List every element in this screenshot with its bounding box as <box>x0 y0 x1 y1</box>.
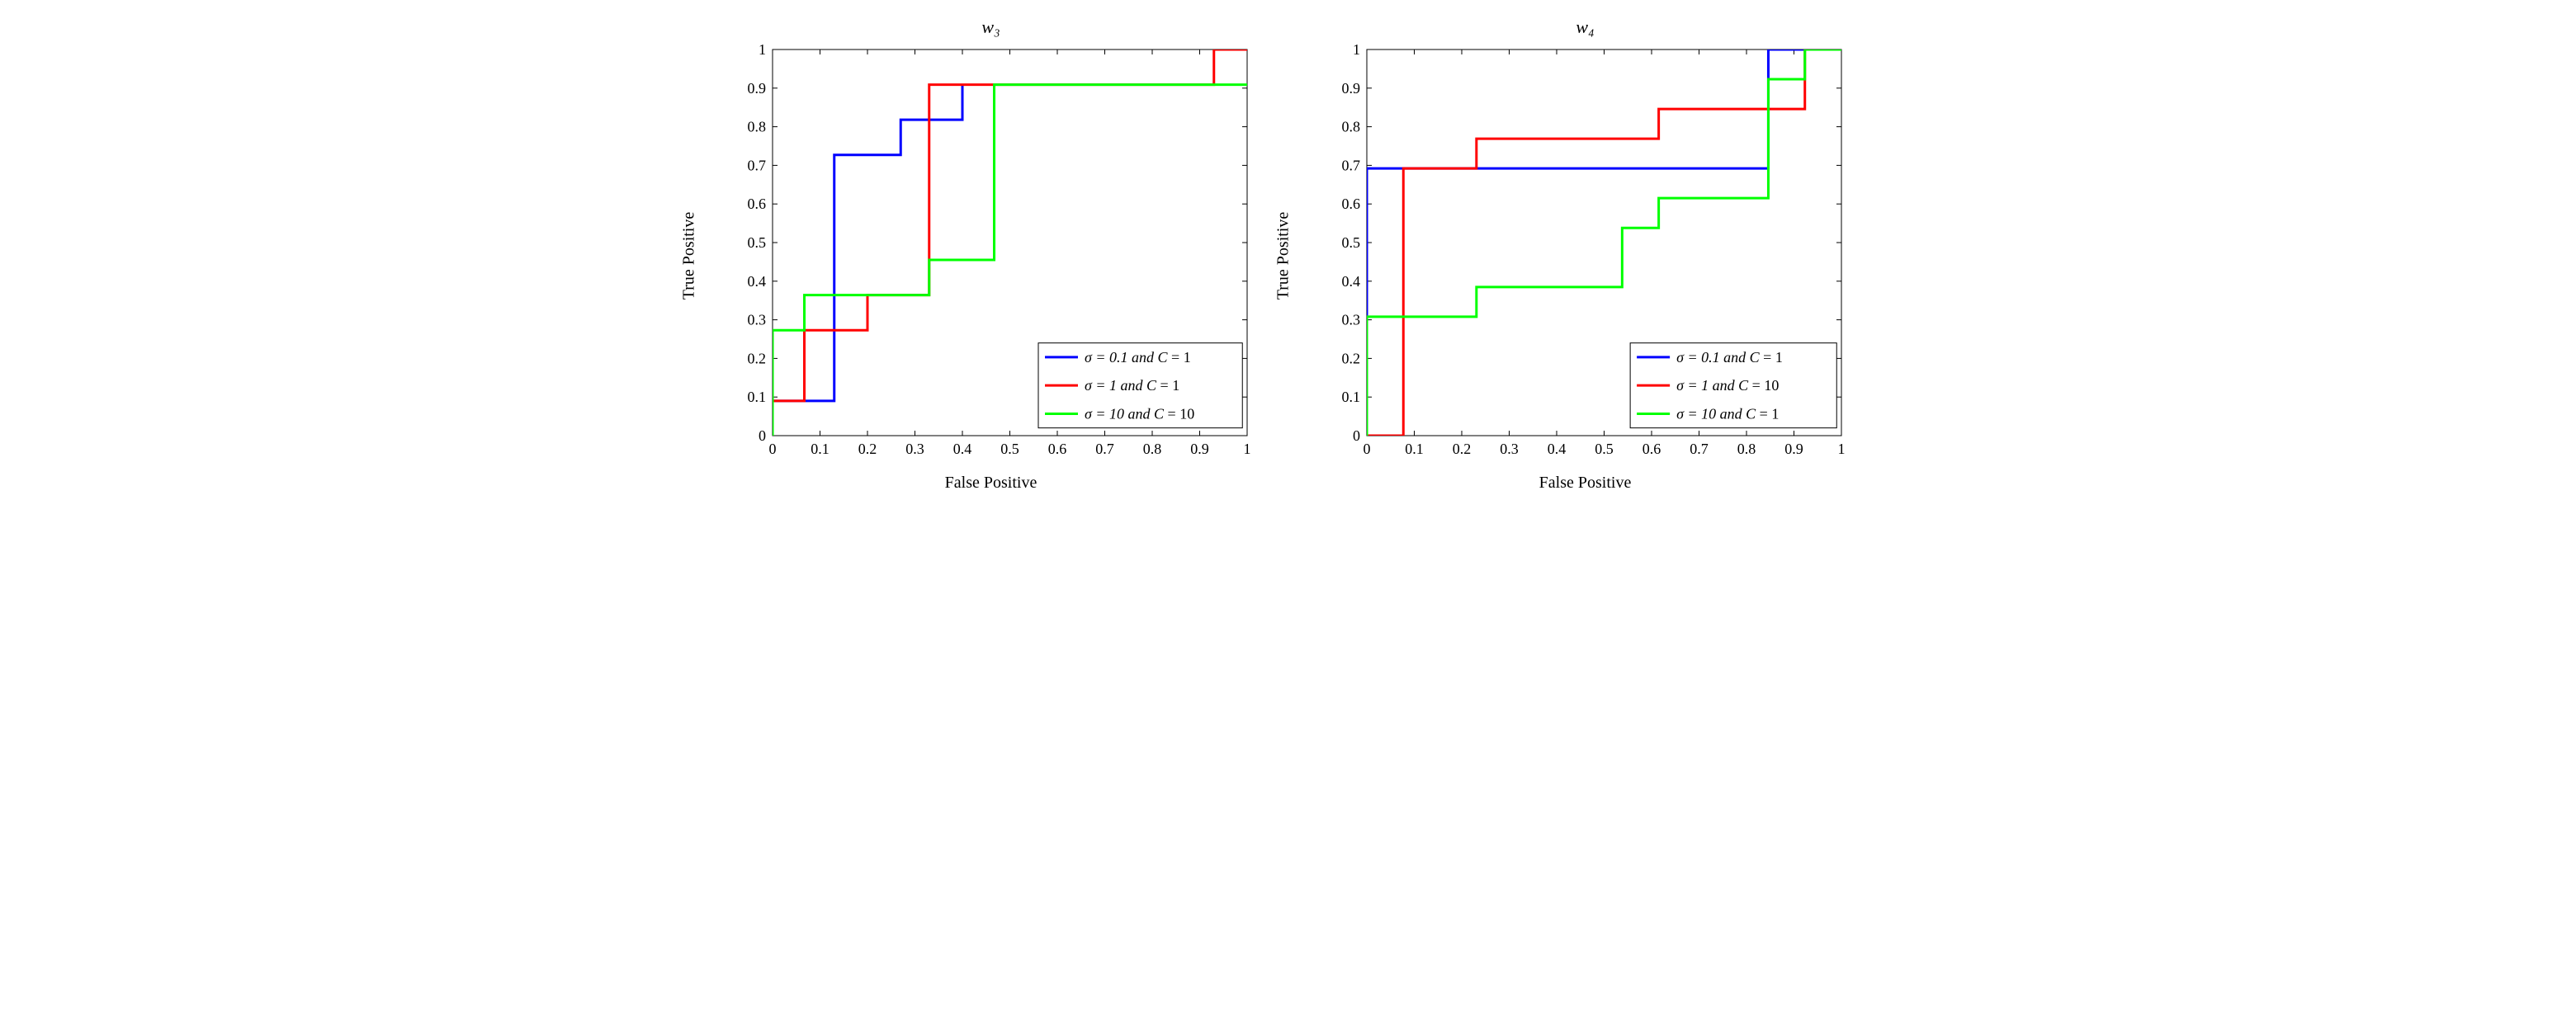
svg-text:0: 0 <box>759 427 766 444</box>
svg-text:0.9: 0.9 <box>1341 80 1360 97</box>
svg-text:1: 1 <box>759 41 766 58</box>
svg-text:0: 0 <box>1363 441 1370 457</box>
svg-text:0.1: 0.1 <box>1341 389 1360 405</box>
svg-text:0.3: 0.3 <box>905 441 924 457</box>
svg-text:0: 0 <box>768 441 776 457</box>
svg-text:0.6: 0.6 <box>1341 196 1360 212</box>
legend-entry: σ = 0.1 and C = 1 <box>1676 349 1783 366</box>
plot-area: True Positive00.10.20.30.40.50.60.70.80.… <box>727 41 1255 470</box>
svg-text:0.2: 0.2 <box>858 441 877 457</box>
svg-text:0.3: 0.3 <box>747 312 766 328</box>
svg-text:0.1: 0.1 <box>1405 441 1424 457</box>
svg-text:0.7: 0.7 <box>1690 441 1709 457</box>
svg-text:0.5: 0.5 <box>1595 441 1614 457</box>
y-axis-label: True Positive <box>679 212 698 300</box>
svg-text:0.6: 0.6 <box>1047 441 1066 457</box>
svg-text:0.8: 0.8 <box>1341 119 1360 135</box>
svg-text:0.4: 0.4 <box>747 273 766 290</box>
legend-entry: σ = 1 and C = 10 <box>1676 377 1779 394</box>
svg-text:0.8: 0.8 <box>747 119 766 135</box>
svg-text:0.8: 0.8 <box>1142 441 1161 457</box>
panel-title: w₄ <box>1321 17 1850 38</box>
svg-text:0.5: 0.5 <box>1341 234 1360 251</box>
legend-entry: σ = 1 and C = 1 <box>1085 377 1179 394</box>
svg-text:0.2: 0.2 <box>747 350 766 366</box>
svg-text:0: 0 <box>1353 427 1360 444</box>
svg-text:0.8: 0.8 <box>1737 441 1756 457</box>
svg-text:0.5: 0.5 <box>747 234 766 251</box>
svg-text:0.1: 0.1 <box>747 389 766 405</box>
svg-text:1: 1 <box>1837 441 1845 457</box>
y-axis-label: True Positive <box>1274 212 1293 300</box>
legend-entry: σ = 10 and C = 1 <box>1676 405 1779 422</box>
svg-text:0.6: 0.6 <box>1642 441 1661 457</box>
svg-text:0.5: 0.5 <box>1000 441 1019 457</box>
svg-text:0.9: 0.9 <box>1190 441 1209 457</box>
svg-text:0.2: 0.2 <box>1341 350 1360 366</box>
svg-text:0.4: 0.4 <box>1547 441 1566 457</box>
svg-text:0.9: 0.9 <box>1784 441 1803 457</box>
svg-text:0.3: 0.3 <box>1341 312 1360 328</box>
legend-entry: σ = 0.1 and C = 1 <box>1085 349 1191 366</box>
svg-text:0.9: 0.9 <box>747 80 766 97</box>
svg-text:0.1: 0.1 <box>811 441 830 457</box>
svg-text:0.7: 0.7 <box>1341 157 1360 173</box>
x-axis-label: False Positive <box>727 474 1255 493</box>
svg-text:0.4: 0.4 <box>952 441 971 457</box>
roc-svg: 0 0.1 0.2 0.3 0.4 0.5 0.6 0.7 0.8 0.9 1 0 0.1 0.2 0.3 0… <box>1321 41 1850 470</box>
svg-text:0.6: 0.6 <box>747 196 766 212</box>
svg-text:0.7: 0.7 <box>1095 441 1114 457</box>
svg-text:1: 1 <box>1243 441 1250 457</box>
roc-panel-w3: w₃True Positive00.10.20.30.40.50.60.70.8… <box>727 17 1255 493</box>
panel-title: w₃ <box>727 17 1255 38</box>
legend-entry: σ = 10 and C = 10 <box>1085 405 1194 422</box>
plot-area: True Positive00.10.20.30.40.50.60.70.80.… <box>1321 41 1850 470</box>
svg-text:0.2: 0.2 <box>1452 441 1471 457</box>
svg-text:0.4: 0.4 <box>1341 273 1360 290</box>
roc-series-0 <box>773 85 962 401</box>
svg-text:0.7: 0.7 <box>747 157 766 173</box>
roc-svg: 0 0.1 0.2 0.3 0.4 0.5 0.6 0.7 0.8 0.9 1 0 0.1 0.2 0.3 0… <box>727 41 1255 470</box>
svg-text:1: 1 <box>1353 41 1360 58</box>
svg-text:0.3: 0.3 <box>1500 441 1519 457</box>
roc-panel-w4: w₄True Positive00.10.20.30.40.50.60.70.8… <box>1321 17 1850 493</box>
x-axis-label: False Positive <box>1321 474 1850 493</box>
